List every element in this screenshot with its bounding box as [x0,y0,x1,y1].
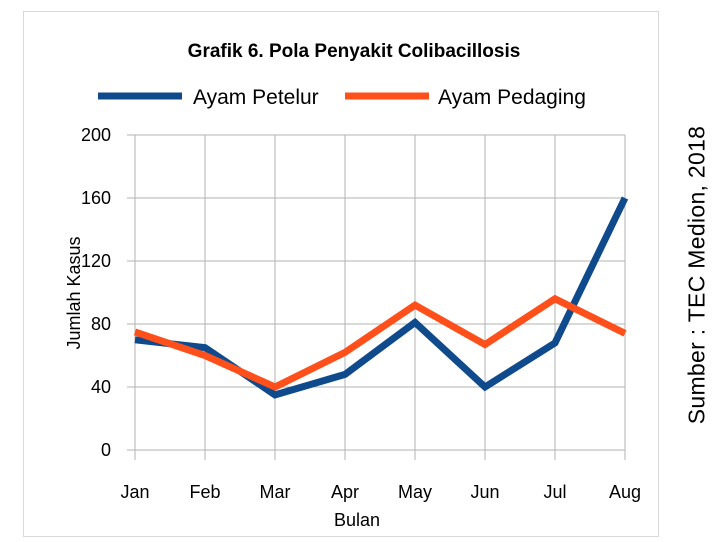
x-axis-label: Bulan [334,510,380,530]
y-tick-label: 120 [81,251,111,271]
y-tick-label: 0 [101,440,111,460]
source-note: Sumber : TEC Medion, 2018 [683,125,710,425]
y-tick-label: 40 [91,377,111,397]
legend-label-2: Ayam Pedaging [438,86,586,109]
y-tick-label: 80 [91,314,111,334]
y-tick-label: 160 [81,188,111,208]
x-tick-label: Mar [260,482,291,502]
y-axis-label: Jumlah Kasus [64,236,84,349]
y-tick-label: 200 [81,125,111,145]
series-line-1 [134,196,629,399]
x-tick-label: Jan [120,482,149,502]
x-tick-label: Jun [470,482,499,502]
x-tick-label: Apr [331,482,359,502]
series-line-2 [133,294,627,391]
x-tick-label: Jul [543,482,566,502]
x-tick-label: Feb [189,482,220,502]
chart-title: Grafik 6. Pola Penyakit Colibacillosis [188,41,521,62]
x-tick-label: Aug [609,482,641,502]
axes: 0 40 80 120 160 200 Jan Feb Mar Apr May Jun Jul Aug [81,125,641,502]
legend-label-1: Ayam Petelur [193,86,319,109]
series-lines [133,196,629,399]
legend: Ayam Petelur Ayam Pedaging [98,86,586,109]
x-tick-label: May [398,482,432,502]
